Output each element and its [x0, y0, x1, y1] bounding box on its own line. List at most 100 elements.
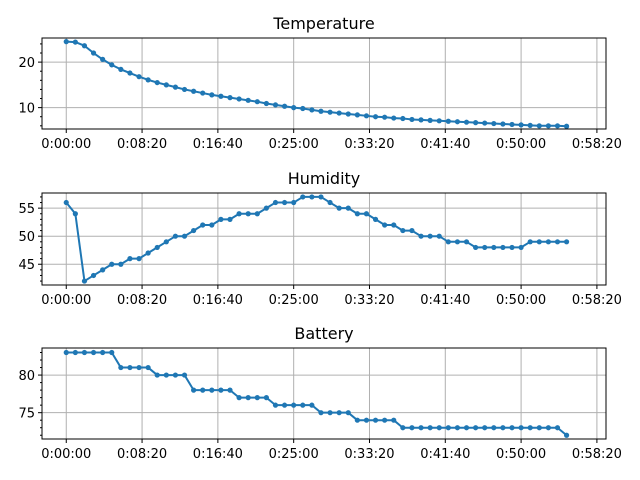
humidity-data-point	[409, 227, 415, 234]
temperature-data-point	[382, 114, 388, 120]
battery-chart-title: Battery	[294, 324, 353, 343]
battery-data-point	[181, 372, 188, 378]
temperature-data-point	[218, 93, 224, 99]
battery-data-point	[463, 425, 470, 431]
battery-data-point	[209, 387, 215, 393]
temperature-x-tick-label: 0:50:00	[496, 137, 546, 152]
battery-x-tick-label: 0:41:40	[420, 447, 470, 462]
humidity-data-point	[281, 199, 288, 206]
battery-x-tick-label: 0:08:20	[117, 447, 167, 462]
humidity-data-point	[473, 244, 479, 251]
battery-x-tick-label: 0:50:00	[496, 447, 546, 462]
temperature-data-point	[309, 107, 315, 113]
temperature-data-point	[491, 120, 497, 127]
humidity-data-point	[300, 194, 306, 200]
humidity-data-point	[263, 205, 269, 211]
humidity-data-point	[181, 233, 188, 239]
temperature-data-point	[327, 109, 333, 115]
battery-data-point	[382, 417, 388, 423]
temperature-data-point	[536, 123, 542, 129]
humidity-data-point	[145, 250, 151, 256]
temperature-data-point	[81, 43, 88, 49]
battery-data-point	[200, 387, 206, 393]
humidity-data-point	[536, 239, 542, 245]
humidity-series-line	[65, 195, 567, 283]
battery-data-point	[218, 387, 224, 393]
temperature-data-point	[118, 66, 124, 72]
humidity-data-point	[291, 199, 297, 206]
battery-data-point	[227, 387, 233, 393]
temperature-x-tick-label: 0:16:40	[193, 137, 243, 152]
humidity-data-point	[172, 233, 179, 239]
battery-data-point	[263, 395, 269, 401]
humidity-data-point	[400, 227, 406, 234]
temperature-axes-frame	[41, 37, 607, 130]
humidity-x-tick-label: 0:41:40	[420, 293, 470, 308]
temperature-data-point	[500, 121, 506, 127]
temperature-x-tick-label: 0:58:20	[572, 137, 622, 152]
humidity-axes-frame	[41, 192, 607, 286]
humidity-y-tick-label: 45	[18, 258, 35, 273]
battery-data-point	[427, 425, 433, 431]
humidity-data-point	[136, 256, 142, 262]
battery-x-tick-label: 0:58:20	[572, 447, 622, 462]
temperature-data-point	[400, 115, 406, 122]
humidity-data-point	[436, 233, 442, 239]
temperature-data-point	[209, 92, 215, 98]
battery-data-point	[554, 425, 561, 431]
battery-data-point	[172, 372, 179, 378]
temperature-x-tick-label: 0:41:40	[420, 137, 470, 152]
temperature-data-point	[518, 122, 524, 128]
humidity-data-point	[327, 199, 333, 206]
battery-data-point	[109, 349, 115, 356]
temperature-data-point	[191, 88, 197, 94]
temperature-data-point	[363, 113, 370, 119]
humidity-data-point	[163, 239, 169, 245]
battery-series-line	[66, 351, 568, 437]
temperature-data-point	[318, 108, 324, 114]
humidity-data-point	[354, 211, 360, 217]
temperature-series-line	[66, 40, 567, 128]
temperature-data-point	[181, 86, 188, 93]
battery-data-point	[509, 425, 515, 431]
temperature-data-point	[436, 118, 442, 124]
humidity-data-point	[372, 216, 379, 222]
temperature-x-tick-label: 0:08:20	[117, 137, 167, 152]
temperature-data-point	[345, 111, 351, 117]
temperature-y-tick-label: 10	[18, 102, 35, 117]
humidity-x-tick-label: 0:50:00	[496, 293, 546, 308]
humidity-data-point	[545, 239, 551, 245]
battery-data-point	[154, 372, 160, 378]
battery-data-point	[473, 425, 479, 431]
temperature-data-point	[254, 99, 260, 105]
battery-data-point	[482, 425, 488, 431]
temperature-data-point	[473, 120, 479, 126]
battery-data-point	[563, 432, 570, 438]
temperature-data-point	[172, 84, 179, 90]
battery-data-point	[372, 417, 379, 423]
temperature-data-point	[527, 122, 533, 128]
humidity-data-point	[382, 222, 388, 228]
battery-data-point	[145, 364, 151, 371]
battery-data-point	[545, 425, 551, 431]
temperature-data-point	[236, 96, 242, 102]
temperature-x-tick-label: 0:00:00	[41, 137, 91, 152]
temperature-data-point	[427, 117, 433, 123]
temperature-chart-title: Temperature	[272, 14, 374, 33]
humidity-data-point	[254, 211, 260, 217]
humidity-data-point	[227, 216, 233, 222]
temperature-data-point	[136, 74, 142, 80]
battery-data-point	[81, 349, 88, 356]
battery-data-point	[291, 402, 297, 408]
humidity-data-point	[81, 278, 88, 284]
humidity-data-point	[63, 199, 69, 206]
temperature-x-tick-label: 0:25:00	[269, 137, 319, 152]
battery-data-point	[163, 372, 169, 378]
humidity-data-point	[563, 239, 570, 245]
humidity-data-point	[518, 244, 524, 251]
humidity-x-tick-label: 0:58:20	[572, 293, 622, 308]
humidity-data-point	[127, 256, 133, 262]
humidity-y-tick-label: 55	[18, 202, 35, 217]
temperature-data-point	[127, 70, 133, 76]
humidity-x-tick-label: 0:00:00	[41, 293, 91, 308]
